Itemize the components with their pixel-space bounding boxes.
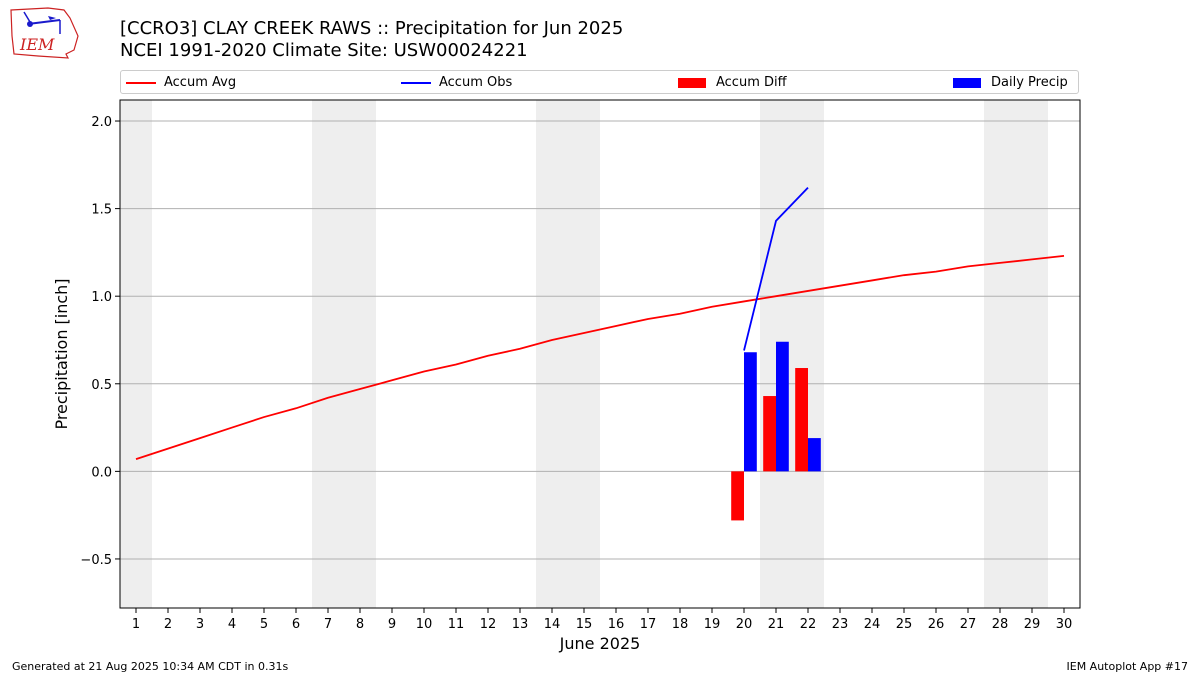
x-tick-label: 10 xyxy=(416,617,433,632)
x-tick-label: 1 xyxy=(132,617,140,632)
x-tick-label: 9 xyxy=(388,617,396,632)
legend-label-accum-avg: Accum Avg xyxy=(164,75,237,90)
x-tick-label: 13 xyxy=(512,617,529,632)
daily-precip-bar xyxy=(744,352,757,472)
x-tick-label: 6 xyxy=(292,617,300,632)
x-tick-label: 5 xyxy=(260,617,268,632)
x-tick-label: 24 xyxy=(864,617,881,632)
x-tick-label: 21 xyxy=(768,617,785,632)
x-tick-label: 16 xyxy=(608,617,625,632)
x-tick-label: 23 xyxy=(832,617,849,632)
daily-precip-bar xyxy=(776,341,789,472)
weekend-band xyxy=(536,100,600,608)
footer-app-text: IEM Autoplot App #17 xyxy=(1066,660,1189,673)
y-tick-label: 2.0 xyxy=(91,115,112,130)
legend-swatch-accum-diff xyxy=(678,78,706,88)
x-tick-label: 11 xyxy=(448,617,465,632)
weekend-band xyxy=(760,100,824,608)
x-tick-label: 20 xyxy=(736,617,753,632)
x-tick-label: 7 xyxy=(324,617,332,632)
x-tick-label: 25 xyxy=(896,617,913,632)
legend-label-daily-precip: Daily Precip xyxy=(991,75,1068,90)
y-tick-label: 0.0 xyxy=(91,465,112,480)
x-tick-label: 8 xyxy=(356,617,364,632)
x-tick-label: 26 xyxy=(928,617,945,632)
accum-diff-bar xyxy=(763,396,776,472)
accum-diff-bar xyxy=(731,471,744,521)
weekend-band xyxy=(120,100,152,608)
x-tick-label: 4 xyxy=(228,617,236,632)
iem-logo-text: IEM xyxy=(19,35,55,54)
x-tick-label: 12 xyxy=(480,617,497,632)
x-tick-label: 2 xyxy=(164,617,172,632)
chart-title-line2: NCEI 1991-2020 Climate Site: USW00024221 xyxy=(120,40,528,61)
x-tick-label: 30 xyxy=(1056,617,1073,632)
x-tick-label: 27 xyxy=(960,617,977,632)
chart-title-line1: [CCRO3] CLAY CREEK RAWS :: Precipitation… xyxy=(120,18,624,39)
y-tick-label: 1.0 xyxy=(91,290,112,305)
x-tick-label: 19 xyxy=(704,617,721,632)
plot-frame xyxy=(119,99,1081,609)
daily-precip-bar xyxy=(808,438,821,472)
accum-diff-bar xyxy=(795,368,808,472)
y-tick-label: −0.5 xyxy=(80,553,112,568)
x-tick-label: 29 xyxy=(1024,617,1041,632)
x-tick-label: 15 xyxy=(576,617,593,632)
y-tick-label: 1.5 xyxy=(91,203,112,218)
legend-label-accum-obs: Accum Obs xyxy=(439,75,513,90)
accum-avg-line xyxy=(135,255,1065,460)
footer-generated-text: Generated at 21 Aug 2025 10:34 AM CDT in… xyxy=(12,660,289,673)
legend-swatch-accum-avg xyxy=(126,82,156,84)
weekend-band xyxy=(984,100,1048,608)
legend-swatch-accum-obs xyxy=(401,82,431,84)
x-tick-label: 17 xyxy=(640,617,657,632)
legend-swatch-daily-precip xyxy=(953,78,981,88)
accum-obs-line xyxy=(743,186,809,351)
x-tick-label: 18 xyxy=(672,617,689,632)
x-tick-label: 3 xyxy=(196,617,204,632)
iem-logo-icon: IEM xyxy=(10,7,79,59)
legend-label-accum-diff: Accum Diff xyxy=(716,75,787,90)
x-axis-label: June 2025 xyxy=(559,634,641,653)
y-axis-label: Precipitation [inch] xyxy=(52,278,71,429)
x-tick-label: 14 xyxy=(544,617,561,632)
weekend-band xyxy=(312,100,376,608)
x-tick-label: 22 xyxy=(800,617,817,632)
chart-legend: Accum Avg Accum Obs Accum Diff Daily Pre… xyxy=(120,70,1079,94)
y-tick-label: 0.5 xyxy=(91,378,112,393)
x-tick-label: 28 xyxy=(992,617,1009,632)
